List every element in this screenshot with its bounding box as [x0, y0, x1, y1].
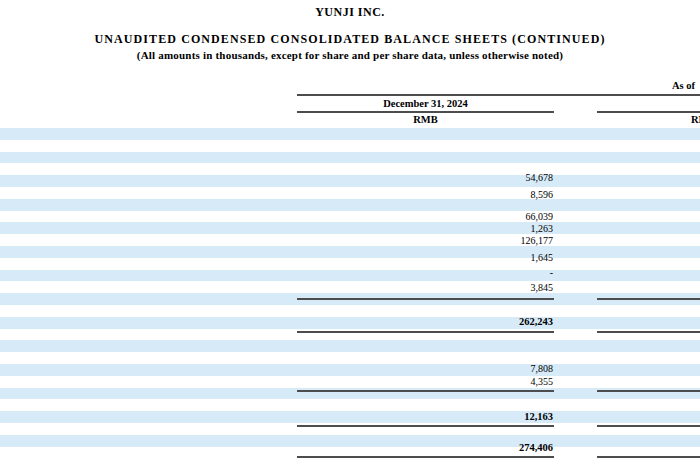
cell-value: 8,596	[400, 190, 553, 200]
header-rule-top	[297, 94, 700, 96]
cell-value: 54,678	[400, 173, 553, 183]
grand-total-rule-col2	[597, 456, 700, 458]
total-rule-col1	[297, 425, 554, 427]
grand-total-rule-col1	[297, 456, 554, 458]
total-cell-value: 12,163	[400, 412, 553, 422]
cell-value: 3,845	[400, 283, 553, 293]
column2-header-currency: RMB	[691, 114, 700, 125]
total-rule-col1	[297, 331, 554, 333]
cell-value: 1,263	[400, 224, 553, 234]
column1-header-rule	[297, 111, 554, 113]
company-title: YUNJI INC.	[0, 5, 700, 20]
total-rule-col2	[597, 425, 700, 427]
as-of-label: As of	[672, 80, 695, 91]
cell-value: 4,355	[400, 377, 553, 387]
subtotal-rule-col2	[597, 298, 700, 300]
table-stripes	[0, 128, 700, 458]
total-cell-value: 262,243	[400, 317, 553, 327]
total-rule-col2	[597, 331, 700, 333]
statement-subtitle: (All amounts in thousands, except for sh…	[0, 49, 700, 61]
subtotal-rule-col2	[597, 390, 700, 392]
column2-header-rule	[597, 111, 700, 113]
column-header-date: December 31, 2024	[297, 98, 554, 109]
cell-value: 1,645	[400, 253, 553, 263]
subtotal-rule-col1	[297, 298, 554, 300]
statement-title: UNAUDITED CONDENSED CONSOLIDATED BALANCE…	[0, 32, 700, 47]
column-header-currency: RMB	[297, 114, 554, 125]
balance-sheet-page: YUNJI INC. UNAUDITED CONDENSED CONSOLIDA…	[0, 0, 700, 470]
cell-value: 126,177	[400, 236, 553, 246]
cell-value-dash: -	[400, 268, 553, 278]
cell-value: 7,808	[400, 364, 553, 374]
cell-value: 66,039	[400, 212, 553, 222]
subtotal-rule-col1	[297, 390, 554, 392]
grand-total-cell-value: 274,406	[400, 443, 553, 453]
